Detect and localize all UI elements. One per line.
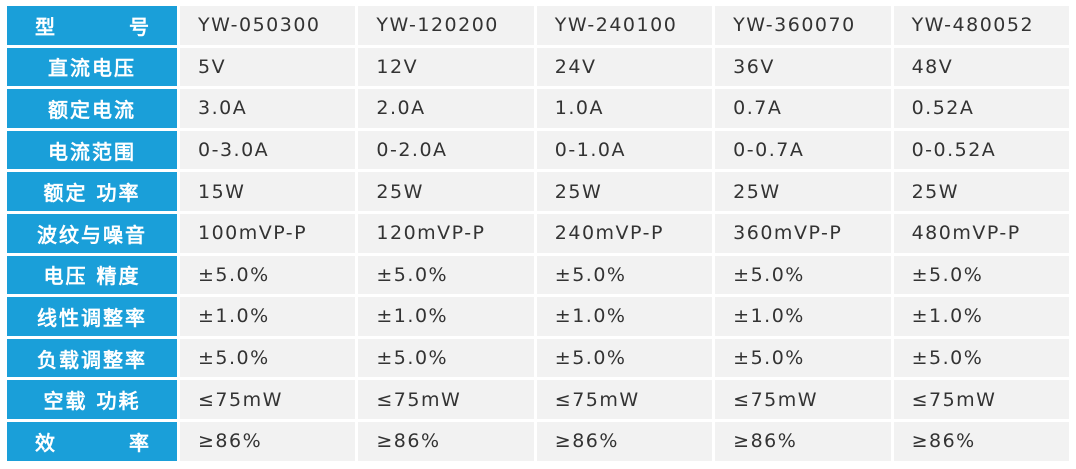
table-cell: ±5.0% bbox=[358, 338, 534, 378]
table-cell: ±5.0% bbox=[715, 338, 891, 378]
row-header: 空载 功耗 bbox=[7, 380, 177, 419]
row-header: 额定电流 bbox=[7, 89, 177, 128]
table-cell: 240mVP-P bbox=[536, 213, 713, 253]
table-cell: ±5.0% bbox=[358, 255, 534, 295]
table-cell: ±5.0% bbox=[180, 338, 356, 378]
table-cell: ≤75mW bbox=[715, 380, 891, 419]
table-cell: 12V bbox=[358, 47, 534, 87]
table-cell: ±1.0% bbox=[358, 297, 534, 336]
table-row: 波纹与噪音 100mVP-P 120mVP-P 240mVP-P 360mVP-P 480… bbox=[7, 213, 1069, 253]
table-cell: 48V bbox=[893, 47, 1069, 87]
row-header: 负载调整率 bbox=[7, 338, 177, 378]
table-cell: ±5.0% bbox=[893, 338, 1069, 378]
table-cell: YW-480052 bbox=[893, 6, 1069, 45]
row-header: 电压 精度 bbox=[7, 255, 177, 295]
table-cell: ±5.0% bbox=[536, 255, 713, 295]
table-cell: ≥86% bbox=[358, 421, 534, 461]
table-cell: 0-3.0A bbox=[180, 130, 356, 170]
table-row: 线性调整率 ±1.0% ±1.0% ±1.0% ±1.0% ±1.0% bbox=[7, 297, 1069, 336]
table-row: 额定电流 3.0A 2.0A 1.0A 0.7A 0.52A bbox=[7, 89, 1069, 128]
table-cell: YW-050300 bbox=[180, 6, 356, 45]
table-cell: ±5.0% bbox=[715, 255, 891, 295]
row-header: 线性调整率 bbox=[7, 297, 177, 336]
row-header: 波纹与噪音 bbox=[7, 213, 177, 253]
table-row: 空载 功耗 ≤75mW ≤75mW ≤75mW ≤75mW ≤75mW bbox=[7, 380, 1069, 419]
table-cell: YW-240100 bbox=[536, 6, 713, 45]
table-cell: 0.52A bbox=[893, 89, 1069, 128]
spec-table-body: 型 号 YW-050300 YW-120200 YW-240100 YW-360070 Y… bbox=[7, 6, 1069, 461]
table-cell: ≥86% bbox=[715, 421, 891, 461]
table-row: 负载调整率 ±5.0% ±5.0% ±5.0% ±5.0% ±5.0% bbox=[7, 338, 1069, 378]
table-row: 额定 功率 15W 25W 25W 25W 25W bbox=[7, 172, 1069, 211]
row-header: 型 号 bbox=[7, 6, 177, 45]
table-cell: 480mVP-P bbox=[893, 213, 1069, 253]
table-cell: 3.0A bbox=[180, 89, 356, 128]
table-cell: YW-120200 bbox=[358, 6, 534, 45]
table-cell: 120mVP-P bbox=[358, 213, 534, 253]
table-cell: 0-0.7A bbox=[715, 130, 891, 170]
table-cell: ≤75mW bbox=[536, 380, 713, 419]
table-cell: ≤75mW bbox=[358, 380, 534, 419]
table-cell: 0-1.0A bbox=[536, 130, 713, 170]
table-row: 型 号 YW-050300 YW-120200 YW-240100 YW-360070 Y… bbox=[7, 6, 1069, 45]
row-header: 电流范围 bbox=[7, 130, 177, 170]
table-cell: 5V bbox=[180, 47, 356, 87]
table-row: 电压 精度 ±5.0% ±5.0% ±5.0% ±5.0% ±5.0% bbox=[7, 255, 1069, 295]
table-cell: ±1.0% bbox=[893, 297, 1069, 336]
table-cell: 2.0A bbox=[358, 89, 534, 128]
table-row: 电流范围 0-3.0A 0-2.0A 0-1.0A 0-0.7A 0-0.52A bbox=[7, 130, 1069, 170]
table-cell: ≥86% bbox=[536, 421, 713, 461]
table-cell: 25W bbox=[893, 172, 1069, 211]
table-row: 直流电压 5V 12V 24V 36V 48V bbox=[7, 47, 1069, 87]
table-row: 效 率 ≥86% ≥86% ≥86% ≥86% ≥86% bbox=[7, 421, 1069, 461]
table-cell: ≥86% bbox=[893, 421, 1069, 461]
table-cell: ±1.0% bbox=[715, 297, 891, 336]
table-cell: ±5.0% bbox=[893, 255, 1069, 295]
table-cell: 0-0.52A bbox=[893, 130, 1069, 170]
table-cell: ±1.0% bbox=[536, 297, 713, 336]
table-cell: ±1.0% bbox=[180, 297, 356, 336]
spec-table: 型 号 YW-050300 YW-120200 YW-240100 YW-360070 Y… bbox=[4, 3, 1072, 464]
table-cell: 24V bbox=[536, 47, 713, 87]
table-cell: 1.0A bbox=[536, 89, 713, 128]
table-cell: 15W bbox=[180, 172, 356, 211]
table-cell: 0-2.0A bbox=[358, 130, 534, 170]
row-header: 效 率 bbox=[7, 421, 177, 461]
table-cell: 25W bbox=[715, 172, 891, 211]
table-cell: ±5.0% bbox=[180, 255, 356, 295]
table-cell: ≤75mW bbox=[893, 380, 1069, 419]
table-cell: 0.7A bbox=[715, 89, 891, 128]
table-cell: 100mVP-P bbox=[180, 213, 356, 253]
table-cell: ±5.0% bbox=[536, 338, 713, 378]
table-cell: 36V bbox=[715, 47, 891, 87]
row-header: 直流电压 bbox=[7, 47, 177, 87]
table-cell: ≥86% bbox=[180, 421, 356, 461]
row-header: 额定 功率 bbox=[7, 172, 177, 211]
table-cell: 25W bbox=[536, 172, 713, 211]
table-cell: 360mVP-P bbox=[715, 213, 891, 253]
spec-table-container: 型 号 YW-050300 YW-120200 YW-240100 YW-360070 Y… bbox=[4, 3, 1072, 464]
table-cell: 25W bbox=[358, 172, 534, 211]
table-cell: YW-360070 bbox=[715, 6, 891, 45]
table-cell: ≤75mW bbox=[180, 380, 356, 419]
